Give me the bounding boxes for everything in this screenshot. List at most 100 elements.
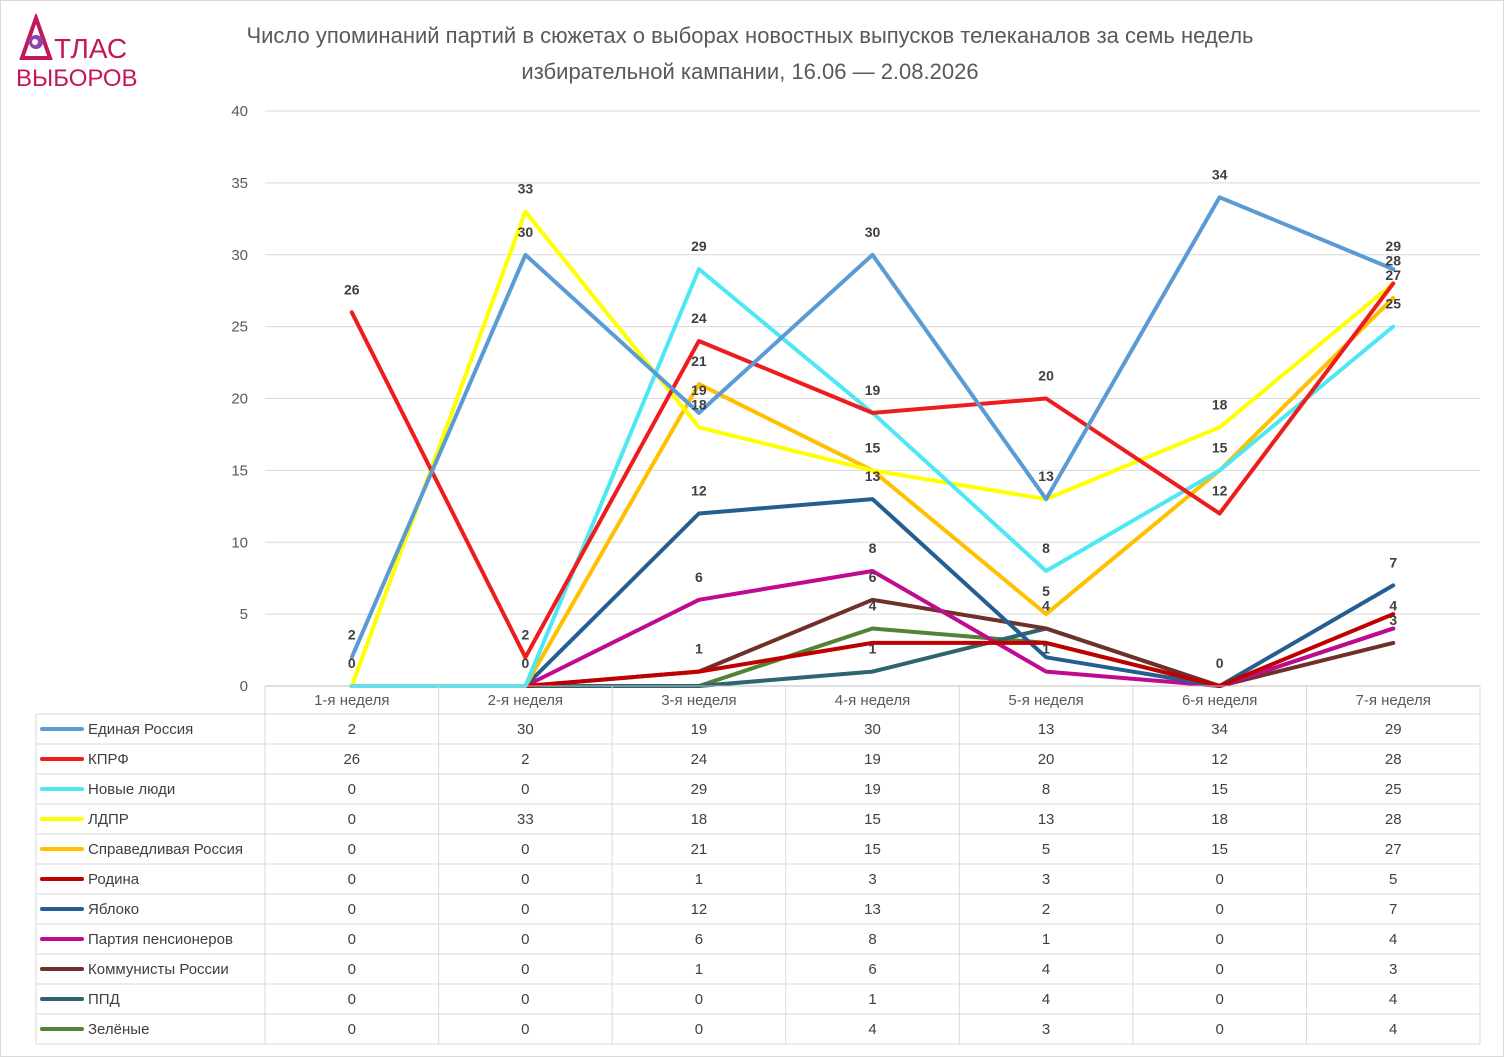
table-cell: 3	[868, 871, 876, 888]
table-cell: 26	[343, 751, 360, 768]
table-cell: 1	[1042, 931, 1050, 948]
series-name: Родина	[88, 871, 140, 888]
table-cell: 33	[517, 811, 534, 828]
table-cell: 28	[1385, 751, 1402, 768]
logo-dot-center	[32, 39, 38, 45]
table-cell: 13	[1038, 811, 1055, 828]
table-cell: 0	[348, 781, 356, 798]
table-cell: 29	[691, 781, 708, 798]
data-label: 8	[869, 540, 877, 556]
data-label: 19	[865, 382, 881, 398]
table-cell: 15	[864, 841, 881, 858]
table-cell: 0	[521, 931, 529, 948]
table-cell: 4	[1042, 961, 1050, 978]
series-name: Справедливая Россия	[88, 841, 243, 858]
table-cell: 1	[695, 871, 703, 888]
data-label: 30	[865, 224, 881, 240]
table-cell: 3	[1042, 1021, 1050, 1038]
y-tick-label: 0	[240, 678, 248, 695]
table-cell: 18	[1211, 811, 1228, 828]
table-cell: 0	[521, 1021, 529, 1038]
y-tick-label: 30	[231, 247, 248, 264]
table-cell: 0	[1215, 931, 1223, 948]
data-table: 1-я неделя 2-я неделя 3-я неделя 4-я неделя…	[35, 685, 1481, 1045]
y-tick-label: 5	[240, 606, 248, 623]
table-cell: 18	[691, 811, 708, 828]
table-cell: 15	[1211, 781, 1228, 798]
data-label: 30	[518, 224, 534, 240]
table-cell: 2	[521, 751, 529, 768]
x-category-label: 3-я неделя	[661, 692, 736, 709]
data-label: 34	[1212, 166, 1228, 182]
y-axis-ticks: 0 5 10 15 20 25 30 35 40	[231, 103, 248, 695]
data-label: 18	[691, 396, 707, 412]
table-cell: 4	[1389, 1021, 1397, 1038]
data-label: 0	[348, 655, 356, 671]
table-cell: 6	[868, 961, 876, 978]
x-category-label: 5-я неделя	[1008, 692, 1083, 709]
data-label: 13	[865, 468, 881, 484]
series-name: КПРФ	[88, 751, 129, 768]
table-cell: 7	[1389, 901, 1397, 918]
data-label: 28	[1385, 253, 1401, 269]
data-label: 15	[865, 439, 881, 455]
table-cell: 0	[1215, 961, 1223, 978]
table-cell: 0	[1215, 991, 1223, 1008]
y-tick-label: 20	[231, 391, 248, 408]
data-label: 2	[348, 626, 356, 642]
data-label: 8	[1042, 540, 1050, 556]
table-cell: 13	[864, 901, 881, 918]
series-name: Партия пенсионеров	[88, 931, 233, 948]
table-cell: 20	[1038, 751, 1055, 768]
table-cell: 19	[691, 721, 708, 738]
data-label: 4	[869, 598, 877, 614]
data-label: 12	[691, 483, 707, 499]
table-cell: 0	[348, 931, 356, 948]
series-name: Коммунисты России	[88, 961, 229, 978]
series-line-1	[349, 195, 1396, 660]
table-cell: 3	[1389, 961, 1397, 978]
series-name: Зелёные	[88, 1021, 149, 1038]
table-cell: 0	[348, 901, 356, 918]
data-label: 1	[1042, 641, 1050, 657]
data-label: 1	[869, 641, 877, 657]
data-label: 20	[1038, 368, 1054, 384]
table-cell: 0	[348, 1021, 356, 1038]
x-category-label: 6-я неделя	[1182, 692, 1257, 709]
table-cell: 0	[521, 841, 529, 858]
y-tick-label: 15	[231, 462, 248, 479]
table-cell: 5	[1042, 841, 1050, 858]
series-name: ЛДПР	[88, 811, 129, 828]
x-category-label: 4-я неделя	[835, 692, 910, 709]
table-cell: 6	[695, 931, 703, 948]
logo-triangle	[19, 11, 53, 60]
logo-line1: ТЛАС	[54, 33, 127, 64]
table-cell: 3	[1042, 871, 1050, 888]
table-cell: 0	[1215, 871, 1223, 888]
table-cell: 0	[521, 781, 529, 798]
table-cell: 0	[1215, 1021, 1223, 1038]
data-label: 27	[1385, 267, 1401, 283]
data-label: 21	[691, 353, 707, 369]
table-cell: 0	[348, 871, 356, 888]
data-label: 29	[1385, 238, 1401, 254]
data-label: 0	[1216, 655, 1224, 671]
atlas-logo-mark: ТЛАС ВЫБОРОВ	[16, 11, 138, 92]
table-cell: 0	[348, 961, 356, 978]
data-label: 13	[1038, 468, 1054, 484]
table-cell: 5	[1389, 871, 1397, 888]
series-name: Единая Россия	[88, 721, 193, 738]
data-label: 15	[1212, 439, 1228, 455]
series-line-4	[349, 209, 1396, 688]
x-category-label: 2-я неделя	[488, 692, 563, 709]
data-label: 33	[518, 181, 534, 197]
y-tick-label: 35	[231, 175, 248, 192]
table-cell: 8	[868, 931, 876, 948]
table-cell: 15	[1211, 841, 1228, 858]
atlas-logo: ТЛАС ВЫБОРОВ	[14, 11, 154, 94]
data-label: 19	[691, 382, 707, 398]
data-label: 7	[1389, 554, 1397, 570]
table-cell: 12	[691, 901, 708, 918]
